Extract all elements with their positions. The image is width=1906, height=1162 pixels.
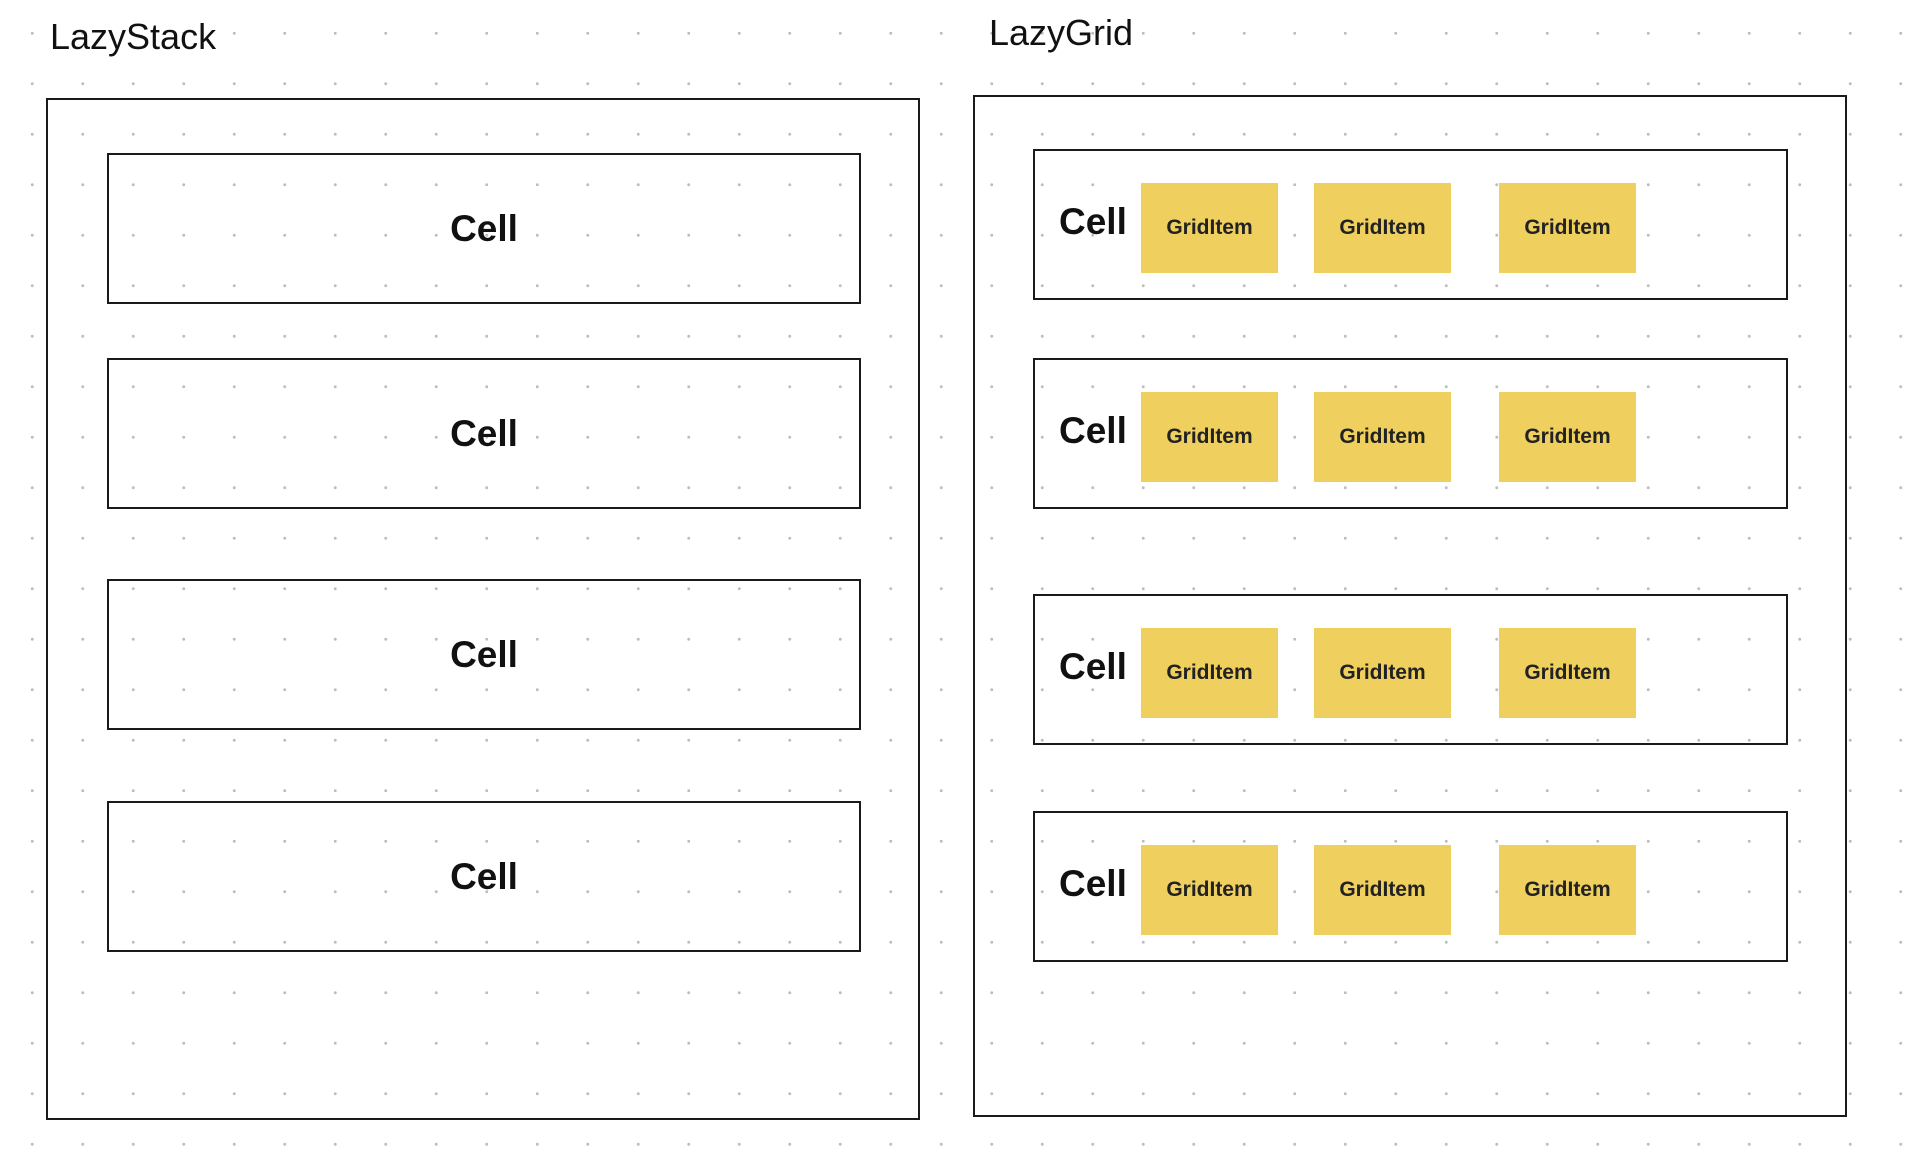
grid-item: GridItem: [1499, 628, 1636, 718]
lazy-grid-cell: Cell GridItem GridItem GridItem: [1033, 594, 1788, 745]
grid-item: GridItem: [1314, 845, 1451, 935]
cell-label: Cell: [1059, 409, 1127, 451]
lazy-stack-cell: Cell: [107, 579, 861, 730]
lazy-stack-title: LazyStack: [50, 16, 217, 57]
grid-item: GridItem: [1314, 183, 1451, 273]
lazy-stack-cell: Cell: [107, 358, 861, 509]
grid-item: GridItem: [1314, 392, 1451, 482]
grid-item: GridItem: [1499, 845, 1636, 935]
lazy-grid-cell: Cell GridItem GridItem GridItem: [1033, 149, 1788, 300]
lazy-grid-cell: Cell GridItem GridItem GridItem: [1033, 811, 1788, 962]
grid-item: GridItem: [1314, 628, 1451, 718]
cell-label: Cell: [450, 207, 518, 249]
grid-item: GridItem: [1141, 392, 1278, 482]
grid-item: GridItem: [1141, 183, 1278, 273]
lazy-stack-cell: Cell: [107, 153, 861, 304]
grid-item: GridItem: [1141, 845, 1278, 935]
grid-item: GridItem: [1141, 628, 1278, 718]
cell-label: Cell: [450, 855, 518, 897]
lazy-grid-container: Cell GridItem GridItem GridItem Cell Gri…: [973, 95, 1847, 1117]
grid-item: GridItem: [1499, 392, 1636, 482]
cell-label: Cell: [450, 633, 518, 675]
cell-label: Cell: [1059, 862, 1127, 904]
grid-item: GridItem: [1499, 183, 1636, 273]
cell-label: Cell: [1059, 200, 1127, 242]
lazy-stack-cell: Cell: [107, 801, 861, 952]
lazy-grid-title: LazyGrid: [989, 12, 1134, 53]
cell-label: Cell: [1059, 645, 1127, 687]
cell-label: Cell: [450, 412, 518, 454]
lazy-grid-cell: Cell GridItem GridItem GridItem: [1033, 358, 1788, 509]
lazy-stack-container: Cell Cell Cell Cell: [46, 98, 920, 1120]
